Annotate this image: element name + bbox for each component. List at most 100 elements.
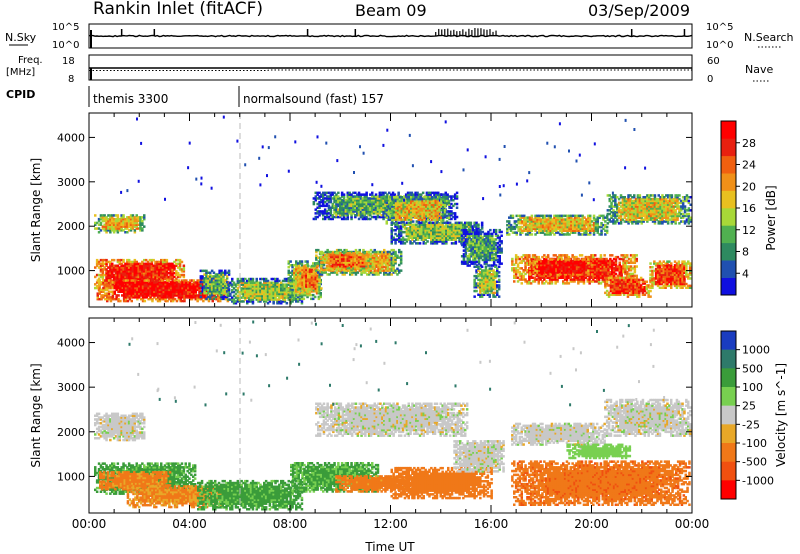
cell-0 — [103, 217, 106, 221]
cell-1 — [158, 273, 161, 277]
cell-1 — [158, 262, 161, 266]
cell-2 — [132, 296, 135, 299]
cell-1 — [161, 266, 165, 269]
cell-10 — [445, 196, 449, 199]
cell-10 — [430, 196, 434, 199]
cell-0 — [112, 227, 116, 230]
cell-8 — [320, 265, 323, 268]
cell-9 — [337, 191, 340, 195]
cell-10 — [442, 196, 445, 199]
cell-1 — [176, 275, 180, 279]
cell-2 — [196, 297, 199, 301]
cell-2 — [139, 297, 143, 301]
cell-1 — [169, 270, 172, 273]
cell-3 — [216, 288, 219, 291]
cell-2 — [168, 284, 171, 288]
cell-2 — [177, 286, 181, 290]
cell-10 — [400, 196, 403, 199]
cell-0 — [124, 217, 127, 221]
cell-2 — [188, 283, 192, 286]
cell-2 — [185, 288, 188, 292]
cell-0 — [118, 221, 121, 225]
cell-1 — [107, 275, 110, 279]
cell-2 — [113, 281, 116, 284]
cell-1 — [163, 270, 167, 273]
cell-2 — [151, 292, 154, 295]
cell-2 — [181, 286, 184, 290]
cell-2 — [217, 299, 220, 303]
cell-1 — [112, 268, 116, 271]
cell-1 — [176, 266, 180, 269]
cell-3 — [207, 290, 210, 293]
cell-1 — [137, 275, 140, 279]
cell-2 — [179, 290, 182, 293]
cell-1 — [120, 258, 123, 262]
cell-2 — [153, 284, 156, 288]
cell-1 — [161, 271, 165, 275]
cell-2 — [158, 296, 162, 299]
cell-0 — [103, 216, 106, 219]
cell-1 — [156, 270, 159, 273]
cell-1 — [126, 258, 129, 262]
cell-3 — [207, 277, 210, 280]
cell-3 — [209, 286, 212, 289]
cell-2 — [141, 299, 145, 303]
cell-0 — [135, 217, 138, 221]
nsky-trace — [88, 34, 693, 38]
cell-1 — [133, 262, 137, 266]
cell-1 — [148, 266, 152, 269]
cell-0 — [127, 223, 131, 226]
cell-1 — [131, 266, 135, 269]
cell-2 — [183, 286, 186, 290]
cell-3 — [209, 280, 212, 284]
cell-2 — [188, 296, 192, 299]
cell-1 — [152, 268, 155, 271]
cell-0 — [99, 229, 103, 232]
cell-1 — [120, 273, 123, 277]
cell-2 — [194, 294, 197, 297]
cell-0 — [109, 225, 112, 228]
cell-1 — [101, 271, 105, 275]
cell-2 — [111, 283, 115, 286]
cell-3 — [220, 277, 223, 280]
nave-trace — [89, 69, 692, 71]
power-data — [94, 115, 692, 305]
cell-2 — [156, 294, 160, 297]
cell-1 — [146, 260, 150, 264]
cell-2 — [194, 290, 197, 293]
cell-1 — [111, 262, 114, 266]
cell-2 — [156, 279, 160, 282]
cell-4 — [227, 287, 230, 290]
cell-2 — [196, 283, 199, 286]
station-title: Rankin Inlet (fitACF) — [93, 0, 263, 19]
cell-2 — [198, 296, 201, 299]
cell-2 — [111, 297, 115, 301]
cell-1 — [133, 260, 137, 264]
cell-0 — [139, 223, 142, 226]
cell-10 — [411, 220, 415, 223]
cell-2 — [202, 299, 205, 303]
cell-1 — [148, 273, 152, 277]
cell-2 — [166, 294, 169, 297]
cell-3 — [203, 277, 206, 280]
cell-1 — [133, 271, 137, 275]
cell-1 — [97, 281, 101, 284]
cell-0 — [116, 217, 120, 221]
cell-3 — [214, 280, 218, 284]
cell-0 — [99, 214, 103, 217]
cell-1 — [103, 262, 106, 266]
cell-1 — [114, 264, 118, 267]
cell-1 — [114, 271, 118, 275]
cell-2 — [188, 292, 192, 295]
cell-2 — [151, 299, 154, 303]
cell-8 — [335, 268, 338, 272]
cell-9 — [455, 215, 459, 219]
cell-2 — [185, 284, 188, 288]
cell-2 — [190, 296, 194, 299]
cell-1 — [131, 264, 135, 267]
cell-2 — [100, 290, 103, 293]
cell-2 — [111, 284, 115, 288]
cell-2 — [149, 286, 152, 290]
cell-1 — [163, 258, 167, 262]
cell-1 — [165, 266, 169, 269]
